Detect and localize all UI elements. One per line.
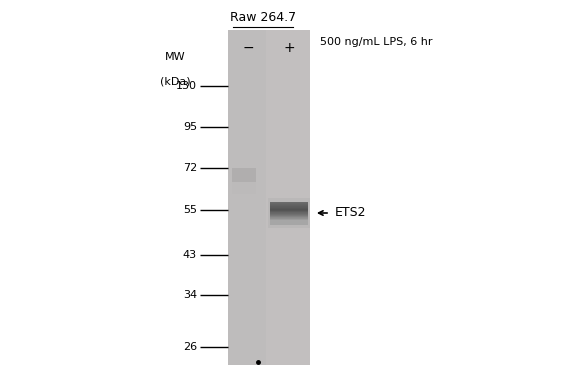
Text: +: + bbox=[283, 41, 295, 55]
Bar bbox=[270, 204, 308, 205]
Text: 72: 72 bbox=[183, 163, 197, 173]
Bar bbox=[270, 205, 308, 206]
Bar bbox=[270, 216, 308, 217]
Bar bbox=[270, 221, 308, 222]
Text: 34: 34 bbox=[183, 290, 197, 300]
Bar bbox=[270, 215, 308, 216]
Bar bbox=[270, 209, 308, 210]
Bar bbox=[270, 217, 308, 218]
Bar bbox=[270, 208, 308, 209]
Bar bbox=[270, 209, 308, 210]
Bar bbox=[270, 204, 308, 205]
Bar bbox=[270, 218, 308, 220]
Bar bbox=[270, 212, 308, 213]
Bar bbox=[270, 223, 308, 225]
Bar bbox=[270, 203, 308, 204]
Bar bbox=[270, 211, 308, 212]
Text: 26: 26 bbox=[183, 342, 197, 352]
Bar bbox=[270, 222, 308, 223]
Bar bbox=[270, 217, 308, 218]
Bar bbox=[270, 206, 308, 207]
Bar bbox=[270, 210, 308, 211]
Bar bbox=[270, 205, 308, 206]
Text: Raw 264.7: Raw 264.7 bbox=[230, 11, 296, 24]
Bar bbox=[270, 214, 308, 215]
Text: 500 ng/mL LPS, 6 hr: 500 ng/mL LPS, 6 hr bbox=[320, 37, 432, 47]
Text: 130: 130 bbox=[176, 81, 197, 91]
Bar bbox=[228, 30, 310, 365]
Text: MW: MW bbox=[165, 52, 185, 62]
Bar bbox=[228, 30, 266, 365]
Bar bbox=[270, 220, 308, 221]
Text: ETS2: ETS2 bbox=[335, 206, 367, 220]
Bar bbox=[270, 219, 308, 220]
Bar bbox=[270, 221, 308, 222]
Text: 95: 95 bbox=[183, 122, 197, 132]
Bar bbox=[270, 206, 308, 208]
Bar bbox=[270, 215, 308, 216]
Bar bbox=[270, 207, 308, 208]
Bar bbox=[270, 218, 308, 219]
Bar bbox=[270, 212, 308, 214]
Bar bbox=[270, 203, 308, 204]
Bar bbox=[270, 220, 308, 221]
Text: (kDa): (kDa) bbox=[159, 76, 190, 86]
Text: 55: 55 bbox=[183, 205, 197, 215]
Bar bbox=[270, 202, 308, 203]
Bar bbox=[270, 213, 308, 214]
Text: 43: 43 bbox=[183, 250, 197, 260]
Bar bbox=[270, 223, 308, 224]
Text: −: − bbox=[242, 41, 254, 55]
Bar bbox=[270, 211, 308, 212]
Bar bbox=[270, 214, 308, 215]
Bar bbox=[270, 208, 308, 209]
Bar bbox=[270, 210, 308, 211]
Bar bbox=[270, 222, 308, 223]
Bar bbox=[270, 216, 308, 217]
Bar bbox=[232, 182, 256, 194]
Bar bbox=[268, 198, 310, 228]
Bar bbox=[232, 168, 256, 182]
